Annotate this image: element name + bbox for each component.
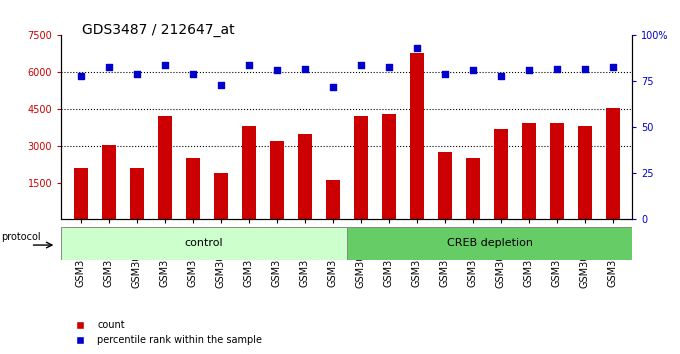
Text: control: control <box>185 238 223 249</box>
Text: GDS3487 / 212647_at: GDS3487 / 212647_at <box>82 23 234 37</box>
Point <box>103 64 114 69</box>
Bar <box>606 108 619 219</box>
Point <box>131 71 142 77</box>
Point <box>188 71 199 77</box>
Point <box>495 73 506 79</box>
Point <box>411 45 422 51</box>
Point <box>327 84 338 90</box>
Bar <box>410 53 424 219</box>
Point <box>75 73 86 79</box>
Point <box>243 62 254 68</box>
Bar <box>522 122 536 219</box>
Bar <box>61 227 347 260</box>
Point <box>271 68 282 73</box>
Bar <box>578 126 592 219</box>
Bar <box>354 116 368 219</box>
Point <box>579 66 590 72</box>
Legend: count, percentile rank within the sample: count, percentile rank within the sample <box>66 316 266 349</box>
Point <box>607 64 618 69</box>
Point <box>439 71 450 77</box>
Point <box>159 62 170 68</box>
Point <box>524 68 534 73</box>
Bar <box>186 158 200 219</box>
Bar <box>130 168 143 219</box>
Bar <box>298 133 312 219</box>
Bar <box>381 114 396 219</box>
Text: protocol: protocol <box>1 232 41 242</box>
Point <box>299 66 310 72</box>
Bar <box>466 158 480 219</box>
Text: CREB depletion: CREB depletion <box>447 238 532 249</box>
Point <box>384 64 394 69</box>
Bar <box>438 152 452 219</box>
Bar <box>550 122 564 219</box>
Point <box>356 62 367 68</box>
Bar <box>242 126 256 219</box>
Point <box>551 66 562 72</box>
Bar <box>74 168 88 219</box>
Bar <box>347 227 632 260</box>
Bar <box>494 129 508 219</box>
Bar <box>102 145 116 219</box>
Point <box>467 68 478 73</box>
Bar <box>214 173 228 219</box>
Bar <box>326 180 340 219</box>
Bar <box>270 141 284 219</box>
Point <box>216 82 226 88</box>
Bar <box>158 116 172 219</box>
